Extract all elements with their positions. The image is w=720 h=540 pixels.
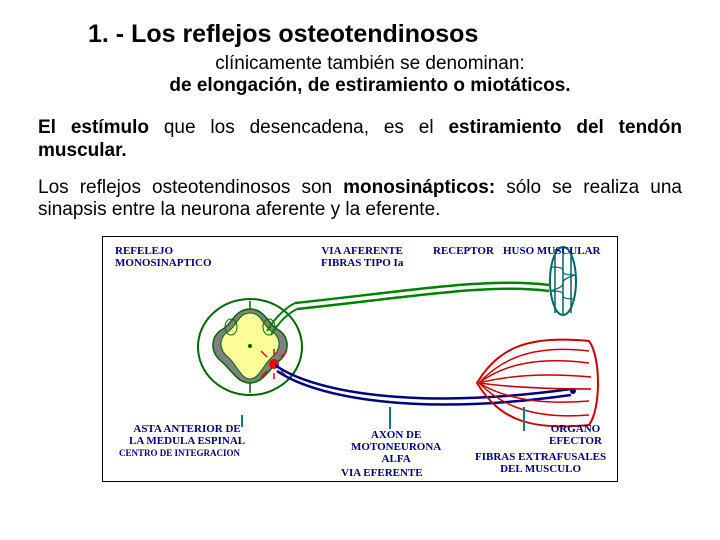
para2-pre: Los reflejos osteotendinosos son xyxy=(38,177,343,198)
subtitle-block: clínicamente también se denominan: de el… xyxy=(58,53,682,97)
label-organo: ORGANOEFECTOR xyxy=(549,423,602,447)
para1-mid: que los desencadena, es el xyxy=(149,117,449,138)
label-huso: HUSO MUSCULAR xyxy=(503,245,600,257)
paragraph-2: Los reflejos osteotendinosos son monosin… xyxy=(38,177,682,223)
label-reflejo: REFELEJOMONOSINAPTICO xyxy=(115,245,212,269)
label-via-aferente: VIA AFERENTEFIBRAS TIPO Ia xyxy=(321,245,403,269)
label-axon: AXON DEMOTONEURONAALFA xyxy=(351,429,441,465)
label-fibras: FIBRAS EXTRAFUSALESDEL MUSCULO xyxy=(475,451,606,475)
subtitle-line1: clínicamente también se denominan: xyxy=(58,53,682,75)
label-via-eferente: VIA EFERENTE xyxy=(341,467,423,479)
para2-bold: monosinápticos: xyxy=(343,177,495,198)
paragraph-1: El estímulo que los desencadena, es el e… xyxy=(38,117,682,163)
label-centro: CENTRO DE INTEGRACION xyxy=(119,449,240,459)
label-asta: ASTA ANTERIOR DELA MEDULA ESPINAL xyxy=(129,423,245,447)
pointer-line xyxy=(389,407,391,429)
subtitle-line2: de elongación, de estiramiento o miotáti… xyxy=(58,75,682,97)
label-receptor: RECEPTOR xyxy=(433,245,494,257)
title: 1. - Los reflejos osteotendinosos xyxy=(88,20,682,49)
pointer-line xyxy=(523,407,525,431)
reflex-diagram: REFELEJOMONOSINAPTICO VIA AFERENTEFIBRAS… xyxy=(102,236,618,482)
para1-bold-pre: El estímulo xyxy=(38,117,149,138)
